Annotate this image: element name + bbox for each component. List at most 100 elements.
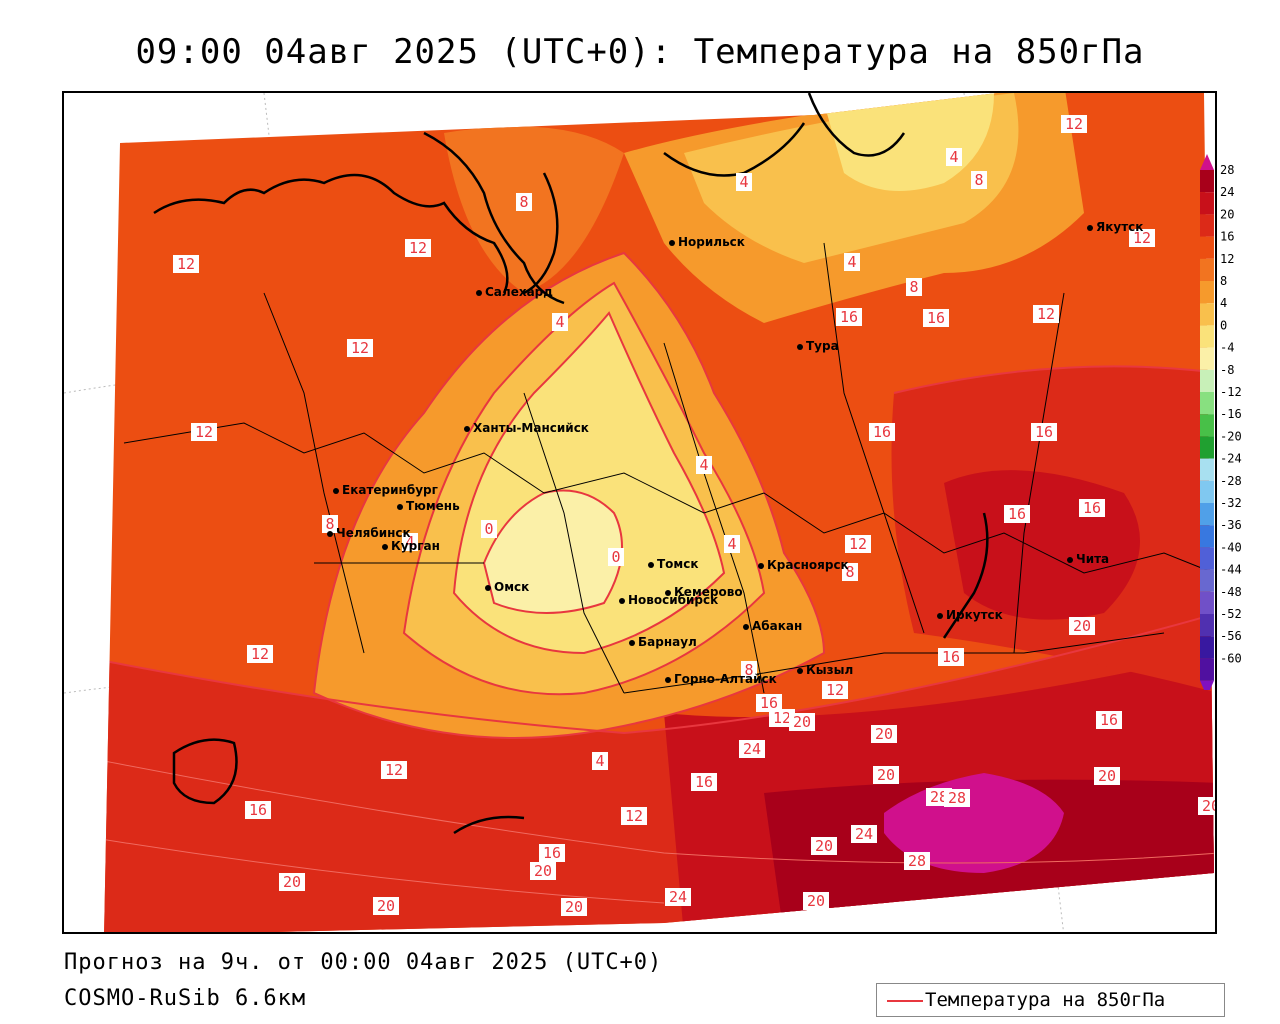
colorbar-tick-label: 16 — [1220, 230, 1234, 244]
city-marker: Кемерово — [665, 585, 743, 599]
contour-label-bg — [769, 709, 795, 727]
contour-label-bg — [1079, 499, 1105, 517]
city-dot-icon — [743, 623, 749, 630]
map-area[interactable]: 12 8 4 12 12 4 4 8 12 12 8 4 12 12 16 16 16 16 4 16 16 8 4 0 0 4 1… — [62, 91, 1217, 934]
contour-label: 20 — [565, 898, 583, 916]
city-marker: Тура — [797, 339, 839, 353]
contour-label: 16 — [1100, 711, 1118, 729]
contour-label-bg — [1069, 617, 1095, 635]
contour-label-bg — [871, 725, 897, 743]
colorbar-swatch — [1200, 547, 1214, 570]
contour-label: 28 — [948, 789, 966, 807]
contour-label: 24 — [743, 740, 761, 758]
contour-label-bg — [1198, 797, 1215, 815]
contour-label-bg — [739, 740, 765, 758]
contour-label-bg — [696, 456, 712, 474]
map-title: 09:00 04авг 2025 (UTC+0): Температура на… — [135, 32, 1145, 72]
city-label: Кемерово — [674, 585, 743, 599]
contour-label: 20 — [1073, 617, 1091, 635]
contour-label-bg — [906, 278, 922, 296]
colorbar-swatch — [1200, 303, 1214, 326]
city-dot-icon — [797, 343, 803, 350]
contour-label: 4 — [727, 535, 736, 553]
contour-label-bg — [539, 844, 565, 862]
contour-label-bg — [836, 308, 862, 326]
contour-label: 28 — [908, 852, 926, 870]
colorbar-tick-label: -36 — [1220, 518, 1242, 532]
contour-label: 16 — [927, 309, 945, 327]
contour-label-bg — [373, 897, 399, 915]
city-dot-icon — [476, 289, 482, 296]
contour-label: 20 — [875, 725, 893, 743]
colorbar-swatch — [1200, 569, 1214, 592]
contour-label: 12 — [625, 807, 643, 825]
colorbar-swatch — [1200, 258, 1214, 281]
contour-label-bg — [322, 515, 338, 533]
city-dot-icon — [327, 530, 333, 537]
colorbar-swatch — [1200, 525, 1214, 548]
contour-label-bg — [811, 837, 837, 855]
city-label: Салехард — [485, 285, 553, 299]
contour-label-bg — [481, 520, 497, 538]
city-marker: Барнаул — [629, 635, 697, 649]
contour-label-bg — [381, 761, 407, 779]
city-marker: Абакан — [743, 619, 802, 633]
contour-label: 16 — [1083, 499, 1101, 517]
contour-label: 4 — [699, 456, 708, 474]
city-label: Тура — [806, 339, 839, 353]
contour-label-bg — [923, 309, 949, 327]
contour-label: 20 — [534, 862, 552, 880]
contour-label-bg — [1096, 711, 1122, 729]
contour-label: 20 — [283, 873, 301, 891]
contour-label: 16 — [543, 844, 561, 862]
colorbar-swatch — [1200, 614, 1214, 637]
colorbar-top-arrow — [1200, 154, 1214, 170]
contour-label: 16 — [840, 308, 858, 326]
contour-label: 4 — [555, 313, 564, 331]
city-label: Курган — [391, 539, 440, 553]
colorbar-tick-label: 4 — [1220, 296, 1227, 310]
contour-label: 8 — [325, 515, 334, 533]
colorbar-tick-label: -44 — [1220, 563, 1242, 577]
city-marker: Омск — [485, 580, 529, 594]
contour-label-bg — [938, 648, 964, 666]
city-dot-icon — [937, 612, 943, 619]
isotherms — [104, 752, 1214, 904]
contour-label-bg — [944, 789, 970, 807]
colorbar-svg: 28 24 20 16 12 8 4 0 -4 -8 -12 -16 -20 -24 -28 -32 -36 -4… — [1200, 154, 1242, 697]
colorbar-tick-label: -8 — [1220, 363, 1234, 377]
contour-label: 12 — [409, 239, 427, 257]
contour-label: 24 — [669, 888, 687, 906]
contour-label: 20 — [807, 892, 825, 910]
contour-label: 16 — [942, 648, 960, 666]
city-label: Якутск — [1096, 220, 1144, 234]
city-marker: Томск — [648, 557, 699, 571]
contour-label: 28 — [930, 788, 948, 806]
contour-label-bg — [873, 766, 899, 784]
contour-label: 12 — [826, 681, 844, 699]
contour-label-bg — [347, 339, 373, 357]
contour-label-bg — [530, 862, 556, 880]
city-label: Челябинск — [336, 526, 411, 540]
contour-label: 0 — [484, 520, 493, 538]
contour-label-bg — [516, 193, 532, 211]
contour-label-bg — [904, 852, 930, 870]
contour-label-bg — [665, 888, 691, 906]
contour-label-bg — [741, 661, 757, 679]
colorbar-swatch — [1200, 658, 1214, 681]
contour-label-bg — [946, 148, 962, 166]
city-dot-icon — [619, 597, 625, 604]
city-label: Тюмень — [406, 499, 460, 513]
colorbar-swatch — [1200, 192, 1214, 215]
contour-label: 16 — [760, 694, 778, 712]
city-marker: Чита — [1067, 552, 1109, 566]
city-label: Новосибирск — [628, 593, 719, 607]
legend-line-swatch — [887, 1000, 923, 1002]
contour-label: 12 — [1065, 115, 1083, 133]
contour-label-bg — [1004, 505, 1030, 523]
contour-label: 20 — [793, 713, 811, 731]
contour-label-bg — [789, 713, 815, 731]
city-marker: Екатеринбург — [333, 483, 438, 497]
city-dot-icon — [665, 676, 671, 683]
